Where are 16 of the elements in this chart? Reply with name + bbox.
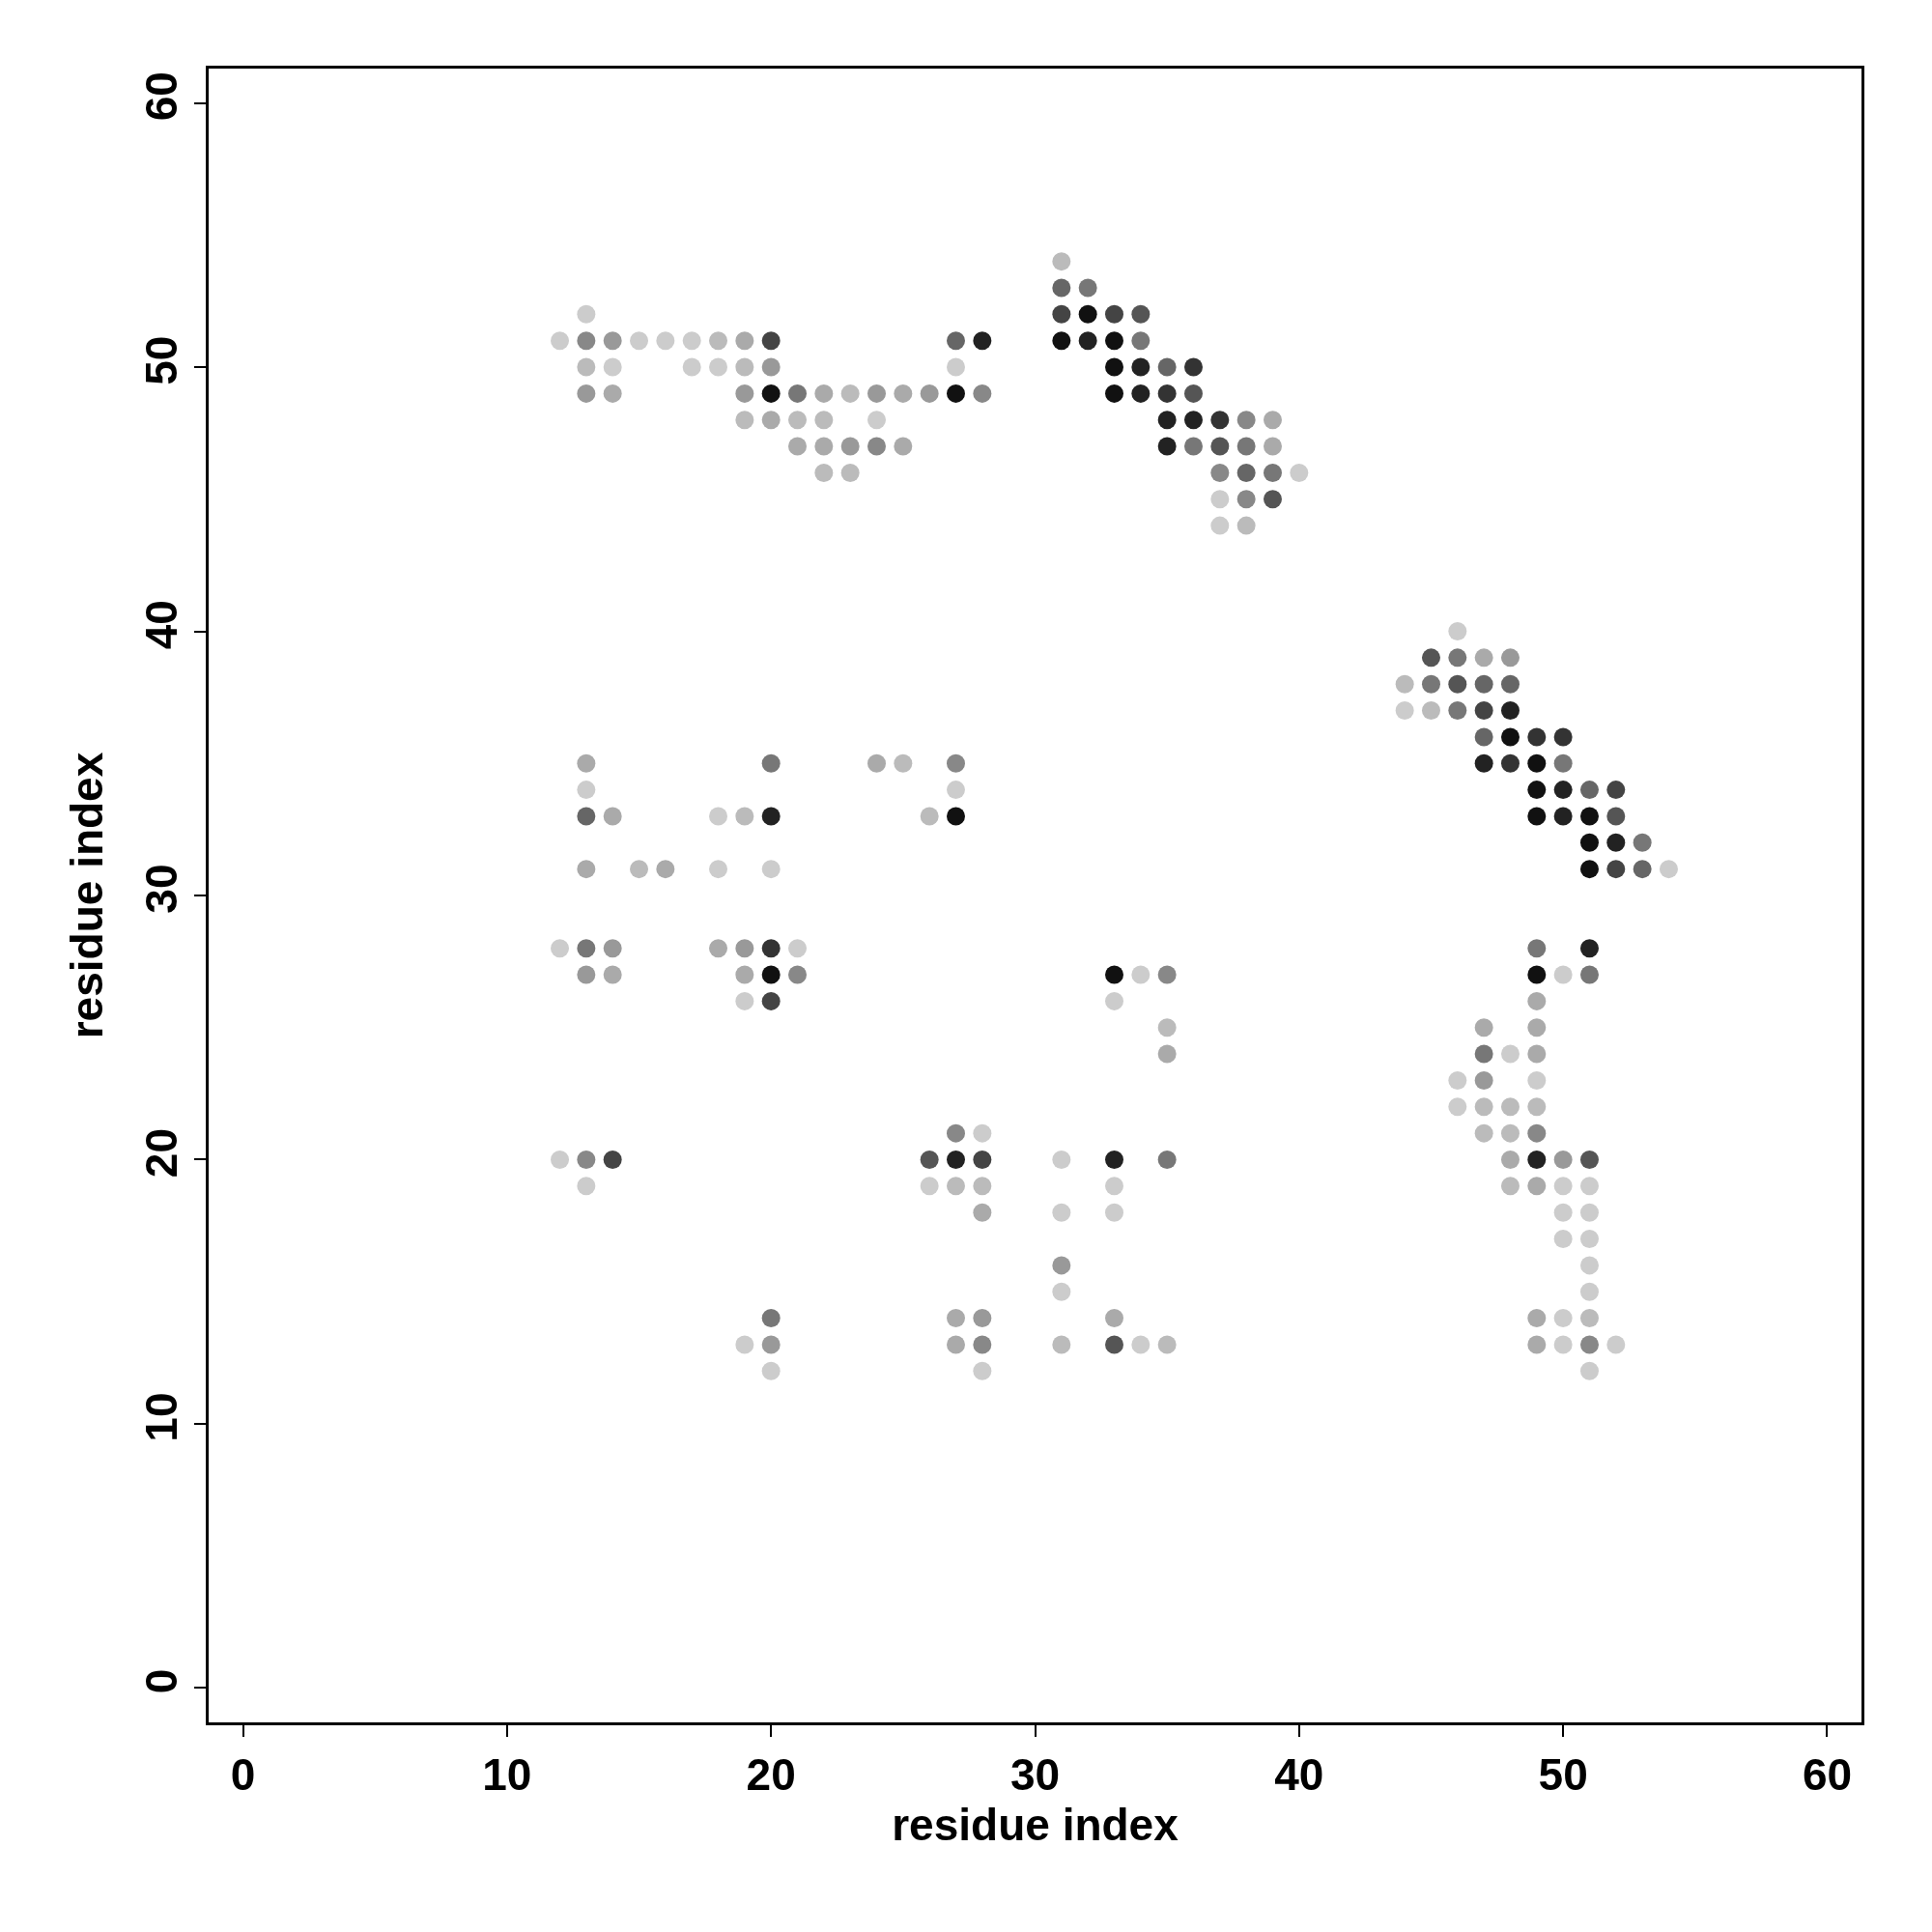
x-tick-label: 0 xyxy=(230,1749,256,1801)
y-tick-label: 0 xyxy=(135,1668,186,1694)
y-axis-title: residue index xyxy=(62,752,112,1039)
x-tick-label: 60 xyxy=(1802,1749,1853,1801)
y-tick-label: 20 xyxy=(135,1127,186,1179)
y-tick-label: 50 xyxy=(135,335,186,385)
x-tick-label: 20 xyxy=(746,1749,796,1801)
x-tick-label: 50 xyxy=(1538,1749,1588,1801)
x-tick-label: 10 xyxy=(482,1749,532,1801)
x-axis-title: residue index xyxy=(892,1800,1179,1851)
y-tick-label: 60 xyxy=(135,71,186,122)
x-tick-label: 40 xyxy=(1274,1749,1324,1801)
y-tick-label: 10 xyxy=(135,1392,186,1442)
x-tick-label: 30 xyxy=(1009,1749,1061,1801)
y-tick-label: 30 xyxy=(135,864,186,914)
y-tick-label: 40 xyxy=(135,600,186,650)
